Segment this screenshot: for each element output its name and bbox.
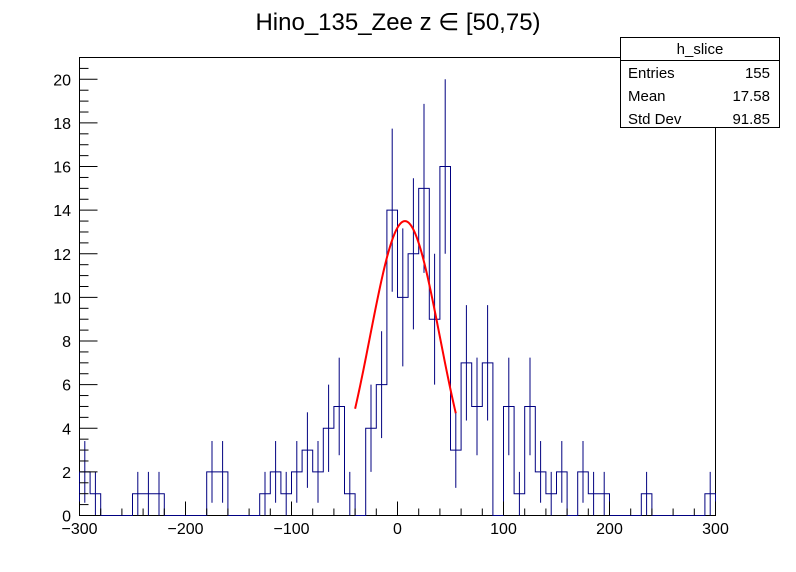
y-tick-label: 18 [53,116,71,133]
y-tick-label: 4 [62,421,71,438]
x-tick-label: 100 [490,521,517,538]
x-tick-label: 300 [702,521,729,538]
y-tick-label: 2 [62,465,71,482]
stats-entries-label: Entries [628,65,675,82]
x-tick-label: 0 [393,521,402,538]
y-tick-label: 10 [53,290,71,307]
stats-mean-value: 17.58 [732,88,770,105]
y-tick-label: 14 [53,203,71,220]
stats-mean-label: Mean [628,88,666,105]
chart-title: Hino_135_Zee z ∈ [50,75) [255,9,540,36]
gaussian-fit-curve [354,220,457,414]
y-tick-label: 8 [62,334,71,351]
x-tick-label: 200 [596,521,623,538]
x-tick-label: −200 [167,521,203,538]
y-tick-label: 12 [53,247,71,264]
stats-entries-value: 155 [745,65,770,82]
histogram-outline [79,166,716,516]
y-tick-label: 6 [62,378,71,395]
stats-stddev-label: Std Dev [628,111,682,128]
stats-box-frame [620,37,780,128]
stats-stddev-value: 91.85 [732,111,770,128]
axes: −300 −200 −100 0 100 200 300 0 2 4 6 8 10 12 14 16 18 20 [53,57,729,538]
y-tick-label: 20 [53,72,71,89]
fit-layer [354,220,457,414]
stats-box: h_slice Entries 155 Mean 17.58 Std Dev 9… [620,37,780,128]
y-tick-label: 0 [62,509,71,526]
histogram-layer [79,79,716,516]
x-tick-label: −100 [273,521,309,538]
x-tick-label: −300 [61,521,97,538]
y-tick-label: 16 [53,160,71,177]
stats-box-title: h_slice [677,41,724,58]
